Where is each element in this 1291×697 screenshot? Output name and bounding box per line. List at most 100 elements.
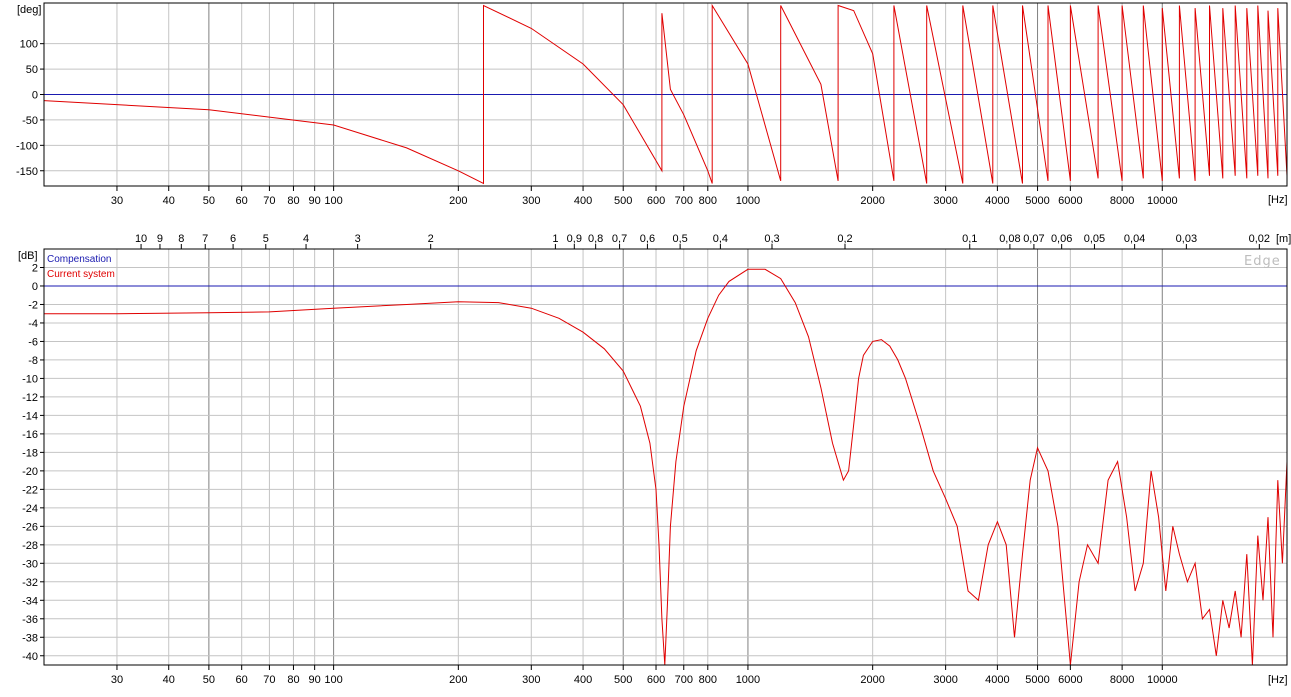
wavelength-tick-label: 0,06: [1051, 233, 1072, 245]
x-tick-label: 200: [449, 674, 467, 686]
wavelength-tick-label: 8: [178, 233, 184, 245]
wavelength-tick-label: 9: [157, 233, 163, 245]
magnitude-panel: 2 0 -2 -4 -6 -8 -10 -12 -14 -16 -18 -20 -22 -24 -26 -28…: [18, 233, 1291, 686]
x-tick-label: 500: [614, 195, 632, 207]
y-tick-label: -24: [22, 503, 38, 515]
x-tick-label: 90: [309, 674, 321, 686]
x-tick-label: 3000: [933, 195, 957, 207]
y-tick-label: -8: [28, 355, 38, 367]
wavelength-tick-label: 0,05: [1084, 233, 1105, 245]
x-tick-label: 1000: [736, 674, 760, 686]
x-tick-label: 8000: [1110, 195, 1134, 207]
y-tick-label: -4: [28, 318, 38, 330]
y-tick-label: -6: [28, 336, 38, 348]
y-tick-label: -40: [22, 651, 38, 663]
x-tick-label: 30: [111, 195, 123, 207]
y-tick-label: 2: [32, 262, 38, 274]
magnitude-plot-frame: [43, 248, 1288, 666]
current-system-series-line: [44, 3, 1287, 185]
y-tick-label: -28: [22, 540, 38, 552]
y-tick-label: 0: [32, 90, 38, 102]
x-tick-label: 90: [309, 195, 321, 207]
x-tick-label: 5000: [1025, 195, 1049, 207]
y-tick-label: -10: [22, 373, 38, 385]
wavelength-tick-label: 5: [263, 233, 269, 245]
phase-x-unit-label: [Hz]: [1268, 194, 1288, 206]
x-tick-label: 40: [163, 195, 175, 207]
phase-plot-frame: [43, 2, 1288, 187]
wavelength-axis: 10 9 8 7 6 5 4 3 2 1 0,9 0,8 0,7 0,6 0,5 0,4 0,3 0,2 0,1 0,…: [135, 233, 1270, 249]
y-tick-label: -12: [22, 392, 38, 404]
wavelength-tick-label: 0,1: [962, 233, 977, 245]
x-tick-label: 300: [522, 195, 540, 207]
y-tick-label: 100: [20, 39, 38, 51]
y-tick-label: -18: [22, 447, 38, 459]
y-tick-label: -100: [16, 140, 38, 152]
watermark: Edge: [1244, 254, 1281, 269]
legend-compensation: Compensation: [47, 254, 111, 265]
y-tick-label: -26: [22, 521, 38, 533]
x-tick-label: 600: [647, 195, 665, 207]
wavelength-tick-label: 0,9: [567, 233, 582, 245]
wavelength-tick-label: 0,02: [1249, 233, 1270, 245]
magnitude-x-axis: 30 40 50 60 70 80 90 100 200 300 400 500 600 700 800 10…: [111, 665, 1178, 686]
y-tick-label: -14: [22, 410, 38, 422]
x-tick-label: 700: [675, 674, 693, 686]
current-system-series-line: [44, 268, 1287, 665]
wavelength-tick-label: 2: [428, 233, 434, 245]
phase-series-group: [44, 3, 1287, 185]
y-tick-label: -150: [16, 166, 38, 178]
wavelength-tick-label: 0,3: [764, 233, 779, 245]
x-tick-label: 10000: [1147, 674, 1178, 686]
wavelength-tick-label: 0,08: [999, 233, 1020, 245]
y-tick-label: -32: [22, 577, 38, 589]
x-tick-label: 800: [699, 195, 717, 207]
wavelength-tick-label: 0,8: [588, 233, 603, 245]
y-tick-label: -34: [22, 595, 38, 607]
magnitude-y-axis: 2 0 -2 -4 -6 -8 -10 -12 -14 -16 -18 -20 -22 -24 -26 -28…: [22, 262, 44, 663]
x-tick-label: 700: [675, 195, 693, 207]
x-tick-label: 4000: [985, 674, 1009, 686]
wavelength-tick-label: 0,6: [640, 233, 655, 245]
x-tick-label: 80: [287, 195, 299, 207]
phase-y-axis: 100 50 0 -50 -100 -150: [16, 39, 44, 178]
y-tick-label: -2: [28, 299, 38, 311]
wavelength-tick-label: 7: [202, 233, 208, 245]
x-tick-label: 10000: [1147, 195, 1178, 207]
magnitude-series-group: [44, 268, 1287, 665]
y-tick-label: -36: [22, 614, 38, 626]
y-tick-label: 0: [32, 281, 38, 293]
x-tick-label: 5000: [1025, 674, 1049, 686]
y-tick-label: -20: [22, 466, 38, 478]
wavelength-tick-label: 1: [552, 233, 558, 245]
y-tick-label: -30: [22, 558, 38, 570]
wavelength-tick-label: 10: [135, 233, 147, 245]
wavelength-tick-label: 0,4: [713, 233, 728, 245]
wavelength-tick-label: 0,03: [1176, 233, 1197, 245]
x-tick-label: 40: [163, 674, 175, 686]
x-tick-label: 600: [647, 674, 665, 686]
x-tick-label: 300: [522, 674, 540, 686]
x-tick-label: 50: [203, 195, 215, 207]
x-tick-label: 4000: [985, 195, 1009, 207]
x-tick-label: 100: [324, 674, 342, 686]
x-tick-label: 2000: [860, 674, 884, 686]
magnitude-x-unit-label: [Hz]: [1268, 674, 1288, 686]
wavelength-tick-label: 0,2: [837, 233, 852, 245]
y-tick-label: 50: [26, 64, 38, 76]
x-tick-label: 6000: [1058, 195, 1082, 207]
wavelength-tick-label: 6: [230, 233, 236, 245]
wavelength-tick-label: 0,7: [612, 233, 627, 245]
phase-x-axis: 30 40 50 60 70 80 90 100 200 300 400 500 600 700 800 10…: [111, 186, 1178, 207]
x-tick-label: 3000: [933, 674, 957, 686]
wavelength-tick-label: 4: [303, 233, 309, 245]
x-tick-label: 80: [287, 674, 299, 686]
wavelength-tick-label: 3: [355, 233, 361, 245]
y-tick-label: -22: [22, 484, 38, 496]
magnitude-plot-background: [44, 249, 1287, 665]
legend-current-system: Current system: [47, 269, 115, 280]
x-tick-label: 8000: [1110, 674, 1134, 686]
x-tick-label: 800: [699, 674, 717, 686]
